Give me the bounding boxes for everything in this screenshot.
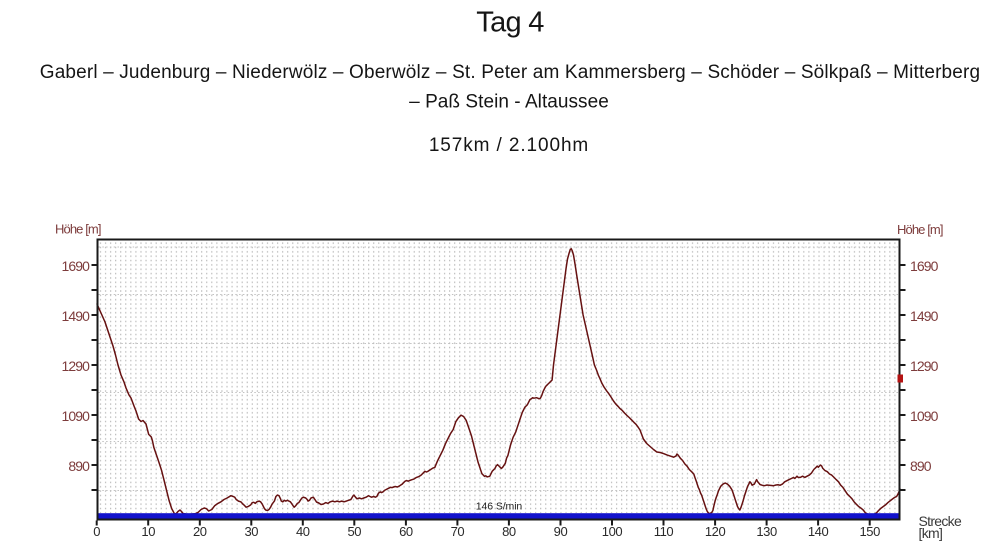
svg-text:10: 10 (141, 524, 155, 539)
svg-text:Tag 4: Tag 4 (476, 7, 544, 39)
svg-text:1490: 1490 (910, 308, 939, 324)
svg-text:1090: 1090 (61, 408, 90, 424)
svg-text:130: 130 (756, 524, 777, 539)
svg-text:60: 60 (399, 524, 413, 539)
svg-text:120: 120 (705, 524, 726, 539)
svg-text:50: 50 (347, 524, 361, 539)
svg-text:157km / 2.100hm: 157km / 2.100hm (429, 135, 589, 156)
svg-text:146 S/min: 146 S/min (476, 501, 523, 513)
svg-text:Gaberl – Judenburg – Niederwöl: Gaberl – Judenburg – Niederwölz – Oberwö… (40, 62, 980, 83)
svg-text:– Paß Stein - Altaussee: – Paß Stein - Altaussee (409, 92, 609, 113)
svg-text:Höhe [m]: Höhe [m] (897, 222, 943, 237)
svg-text:[km]: [km] (919, 525, 943, 541)
svg-text:Höhe [m]: Höhe [m] (55, 222, 101, 237)
svg-text:140: 140 (808, 524, 829, 539)
svg-text:0: 0 (93, 524, 100, 539)
svg-text:100: 100 (602, 524, 623, 539)
svg-text:40: 40 (296, 524, 310, 539)
svg-text:1690: 1690 (61, 258, 90, 274)
svg-text:30: 30 (244, 524, 258, 539)
svg-text:1490: 1490 (61, 308, 90, 324)
svg-text:80: 80 (502, 524, 516, 539)
svg-text:1690: 1690 (910, 258, 939, 274)
svg-text:70: 70 (451, 524, 465, 539)
svg-text:890: 890 (910, 458, 932, 474)
svg-text:1090: 1090 (910, 408, 939, 424)
svg-text:1290: 1290 (61, 358, 90, 374)
svg-text:150: 150 (859, 524, 880, 539)
svg-text:Strecke: Strecke (919, 513, 962, 529)
svg-text:110: 110 (654, 524, 674, 539)
svg-text:1290: 1290 (910, 358, 939, 374)
svg-text:20: 20 (193, 524, 207, 539)
svg-text:90: 90 (554, 524, 568, 539)
svg-text:890: 890 (68, 458, 90, 474)
